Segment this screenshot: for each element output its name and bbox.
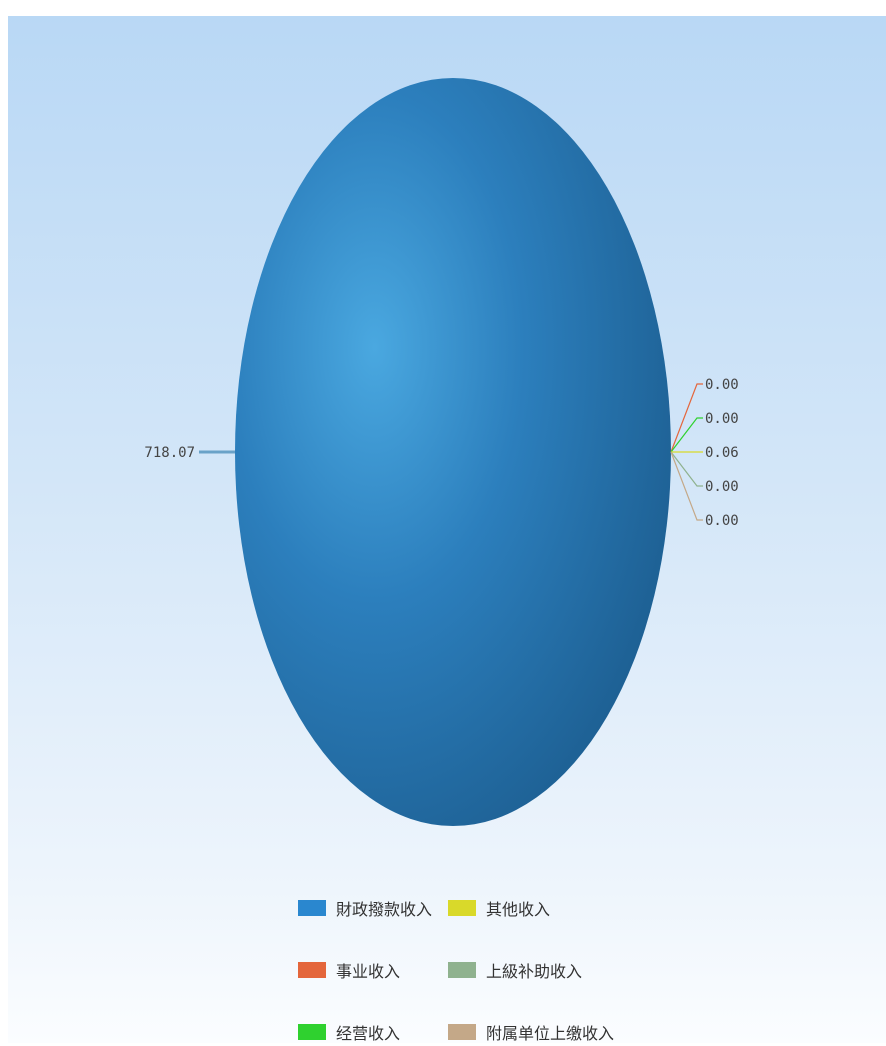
legend-swatch <box>298 962 326 978</box>
legend-label: 经营收入 <box>336 1024 401 1043</box>
leader-line <box>670 383 703 453</box>
leader-line <box>670 417 703 453</box>
legend-swatch <box>298 1024 326 1040</box>
legend-label: 其他收入 <box>486 900 551 919</box>
slice-label: 0.06 <box>705 445 739 461</box>
slice-label: 0.00 <box>705 411 739 427</box>
legend-item-other[interactable]: 其他收入 <box>448 894 628 922</box>
legend-label: 事业收入 <box>336 962 401 981</box>
legend-item-business[interactable]: 事业收入 <box>298 956 448 984</box>
leader-line <box>670 451 703 521</box>
legend-swatch <box>448 1024 476 1040</box>
legend-swatch <box>448 962 476 978</box>
legend-item-affiliate[interactable]: 附属单位上缴收入 <box>448 1018 628 1046</box>
slice-label: 0.00 <box>705 479 739 495</box>
legend-item-fiscal[interactable]: 財政撥款收入 <box>298 894 448 922</box>
legend: 財政撥款收入 其他收入 事业收入 上級补助收入 经营收入 附属单位上缴收入 <box>298 894 638 1046</box>
legend-item-subsidy[interactable]: 上級补助收入 <box>448 956 628 984</box>
slice-label: 0.00 <box>705 513 739 529</box>
legend-label: 上級补助收入 <box>486 962 583 981</box>
slice-label: 718.07 <box>144 445 195 461</box>
legend-item-operating[interactable]: 经营收入 <box>298 1018 448 1046</box>
leader-line <box>670 451 703 487</box>
legend-swatch <box>448 900 476 916</box>
legend-swatch <box>298 900 326 916</box>
pie-slice[interactable] <box>235 78 671 826</box>
pie-chart: 718.07 0.00 0.00 0.06 0.00 0.00 <box>144 78 739 826</box>
legend-label: 財政撥款收入 <box>336 900 433 919</box>
slice-label: 0.00 <box>705 377 739 393</box>
chart-panel: 718.07 0.00 0.00 0.06 0.00 0.00 財政撥款收入 其他收入 事… <box>8 16 886 1043</box>
legend-label: 附属单位上缴收入 <box>486 1024 615 1043</box>
